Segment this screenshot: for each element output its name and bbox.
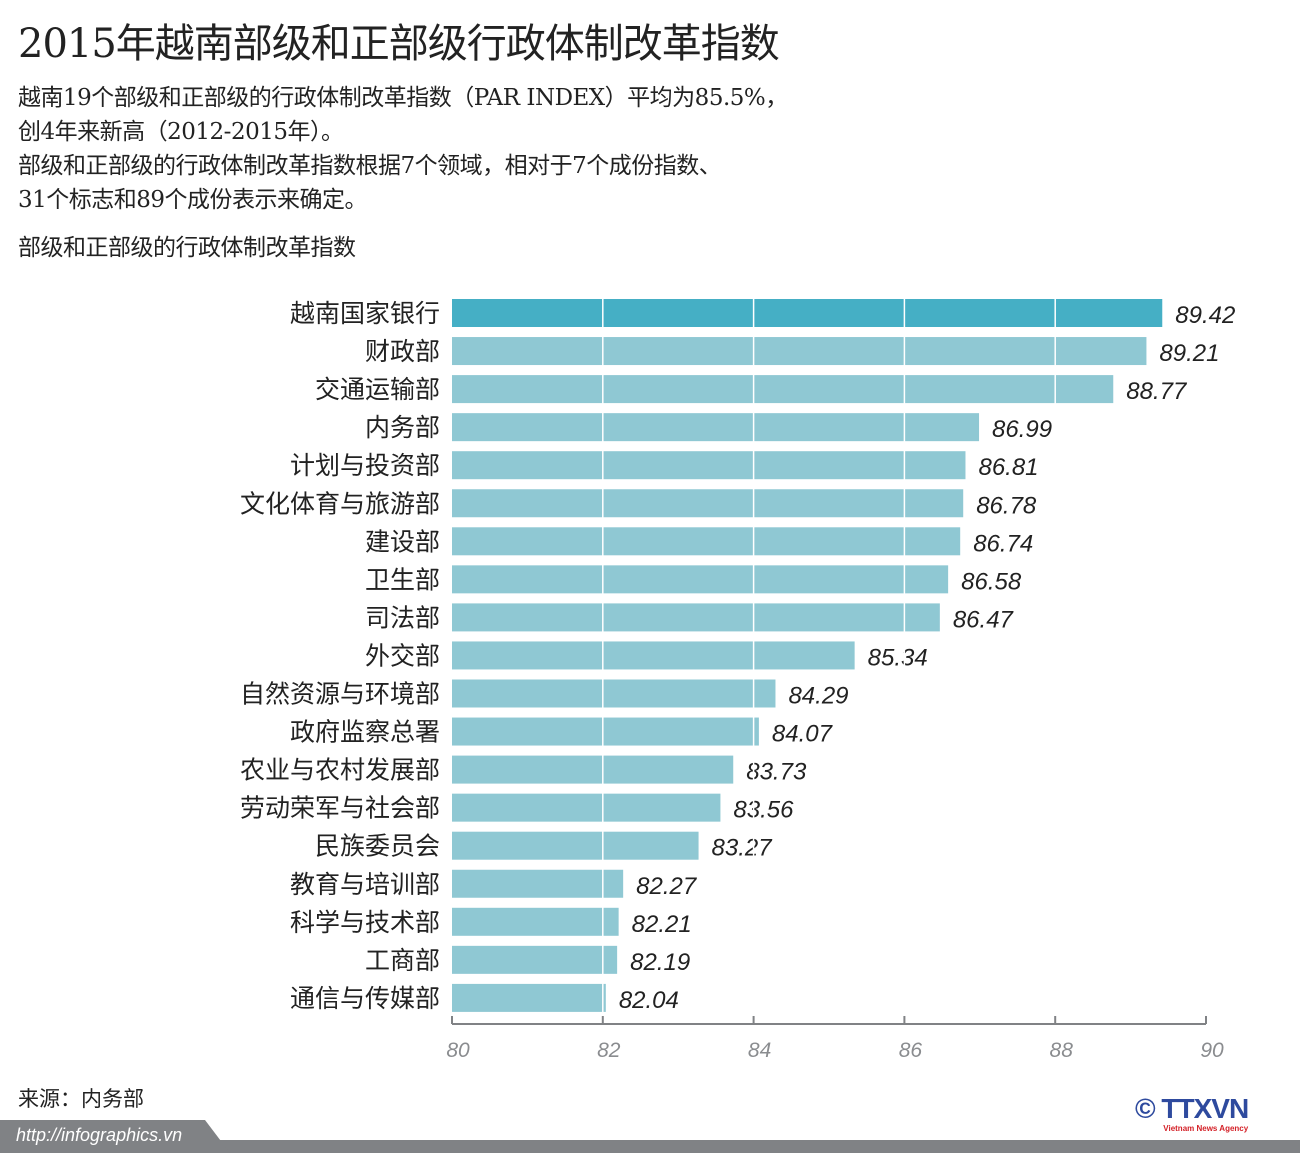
bar (452, 451, 966, 480)
category-label: 交通运输部 (315, 375, 440, 404)
category-label: 财政部 (365, 337, 440, 366)
bar (452, 489, 964, 518)
bar-chart: 越南国家银行 89.42 财政部 89.21 交通运输部 88.77 内务部 86.99 计划与… (240, 298, 1235, 1062)
value-label: 84.29 (788, 683, 848, 710)
bar (452, 983, 606, 1012)
value-label: 89.21 (1159, 340, 1219, 367)
value-label: 84.07 (772, 721, 834, 748)
value-label: 82.21 (632, 911, 692, 938)
category-label: 越南国家银行 (290, 299, 440, 328)
x-tick-label: 84 (748, 1039, 771, 1062)
bar (452, 679, 776, 708)
value-label: 86.58 (961, 568, 1022, 595)
bar (452, 375, 1114, 404)
page-title: 2015年越南部级和正部级行政体制改革指数 (18, 21, 780, 67)
value-label: 85.34 (868, 644, 928, 671)
value-label: 83.73 (746, 759, 807, 786)
x-tick-label: 80 (446, 1039, 470, 1062)
value-label: 86.47 (953, 606, 1015, 633)
x-tick-label: 88 (1050, 1039, 1074, 1062)
description-line: 31个标志和89个成份表示来确定。 (18, 187, 368, 213)
bar (452, 945, 618, 974)
bar (452, 907, 619, 936)
category-label: 科学与技术部 (290, 908, 440, 937)
x-tick-label: 90 (1200, 1039, 1224, 1062)
source-note: 来源：内务部 (18, 1087, 144, 1111)
category-label: 政府监察总署 (290, 718, 440, 747)
value-label: 86.74 (973, 530, 1033, 557)
chart-title: 部级和正部级的行政体制改革指数 (18, 235, 356, 261)
category-label: 教育与培训部 (290, 870, 440, 899)
value-label: 86.99 (992, 416, 1052, 443)
bar (452, 869, 624, 898)
bar (452, 641, 855, 670)
bar (452, 299, 1163, 327)
footer-tab (0, 1120, 230, 1153)
bar (452, 565, 949, 594)
x-tick-label: 86 (899, 1039, 923, 1062)
ttxvn-logo: © TTXVN Vietnam News Agency (1135, 1093, 1249, 1134)
category-label: 通信与传媒部 (290, 984, 440, 1013)
value-label: 89.42 (1175, 302, 1235, 329)
bar (452, 755, 734, 784)
footer-bar (0, 1140, 1300, 1153)
description-line: 部级和正部级的行政体制改革指数根据7个领域，相对于7个成份指数、 (18, 153, 722, 179)
x-tick-label: 82 (597, 1039, 621, 1062)
category-label: 自然资源与环境部 (240, 680, 440, 709)
value-label: 82.19 (630, 949, 690, 976)
logo-text: © TTXVN (1135, 1093, 1249, 1124)
bar (452, 717, 759, 746)
value-label: 82.04 (619, 987, 679, 1014)
bar (452, 337, 1147, 366)
category-label: 卫生部 (365, 565, 440, 594)
category-label: 内务部 (365, 413, 440, 442)
bar (452, 413, 980, 442)
category-label: 建设部 (365, 527, 440, 556)
category-label: 司法部 (365, 603, 440, 632)
category-label: 文化体育与旅游部 (240, 489, 440, 518)
description-line: 越南19个部级和正部级的行政体制改革指数（PAR INDEX）平均为85.5%， (18, 85, 788, 111)
bar (452, 603, 940, 632)
category-label: 民族委员会 (315, 832, 440, 861)
value-label: 86.81 (978, 454, 1038, 481)
category-label: 劳动荣军与社会部 (240, 794, 440, 823)
category-label: 农业与农村发展部 (240, 756, 440, 785)
bar (452, 527, 961, 556)
value-label: 83.56 (733, 797, 794, 824)
category-label: 工商部 (365, 946, 440, 975)
category-label: 计划与投资部 (290, 451, 440, 480)
value-label: 88.77 (1126, 378, 1188, 405)
description-line: 创4年来新高（2012-2015年）。 (18, 119, 344, 145)
logo-subtext: Vietnam News Agency (1163, 1124, 1249, 1133)
category-label: 外交部 (365, 641, 440, 670)
bar (452, 793, 721, 822)
value-label: 83.27 (712, 835, 774, 862)
value-label: 82.27 (636, 873, 698, 900)
value-label: 86.78 (976, 492, 1037, 519)
site-url[interactable]: http://infographics.vn (16, 1125, 183, 1145)
bar (452, 831, 699, 860)
